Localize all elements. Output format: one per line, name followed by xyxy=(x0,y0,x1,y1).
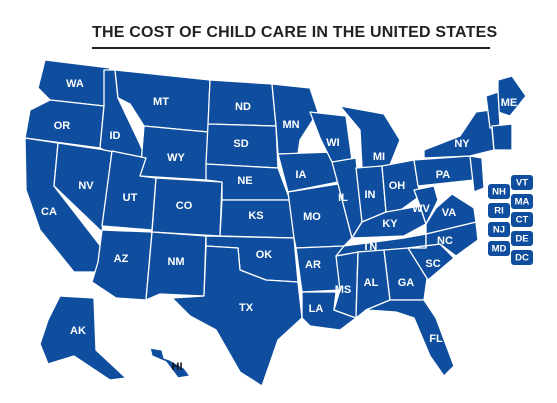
state-fl[interactable] xyxy=(365,299,455,377)
badge-vt[interactable]: VT xyxy=(511,175,533,190)
state-az[interactable] xyxy=(91,229,153,301)
badge-de[interactable]: DE xyxy=(511,231,533,246)
badge-ma-label: MA xyxy=(515,197,530,208)
state-la[interactable] xyxy=(301,291,357,331)
badge-ct-label: CT xyxy=(516,215,529,226)
state-co[interactable] xyxy=(151,177,223,237)
state-me[interactable] xyxy=(497,75,527,117)
state-wv[interactable] xyxy=(413,185,439,225)
map-title: THE COST OF CHILD CARE IN THE UNITED STA… xyxy=(92,24,498,41)
state-ny[interactable] xyxy=(423,109,495,159)
state-mn[interactable] xyxy=(271,83,319,155)
state-wa[interactable] xyxy=(37,59,111,107)
badge-vt-label: VT xyxy=(516,178,528,189)
state-ar[interactable] xyxy=(295,245,345,293)
badge-nj[interactable]: NJ xyxy=(488,222,510,237)
badge-md-label: MD xyxy=(492,244,507,255)
badge-nh-label: NH xyxy=(492,187,506,198)
badge-dc-label: DC xyxy=(515,253,529,264)
badge-nj-label: NJ xyxy=(493,225,505,236)
badge-ri-label: RI xyxy=(494,206,504,217)
state-oh[interactable] xyxy=(381,159,421,213)
badge-ct[interactable]: CT xyxy=(511,212,533,227)
badge-dc[interactable]: DC xyxy=(511,250,533,265)
state-or[interactable] xyxy=(24,99,105,149)
badge-de-label: DE xyxy=(515,234,528,245)
small-state-badges: NH VT MA RI CT NJ DE MD xyxy=(488,175,533,265)
badge-ri[interactable]: RI xyxy=(488,203,510,218)
badge-md[interactable]: MD xyxy=(488,241,510,256)
badge-ma[interactable]: MA xyxy=(511,194,533,209)
state-hi[interactable] xyxy=(149,347,191,379)
title-underline xyxy=(92,47,490,49)
state-shapes xyxy=(24,59,527,387)
state-ma-ct-ri[interactable] xyxy=(491,123,513,151)
state-tx[interactable] xyxy=(171,245,303,387)
state-wy[interactable] xyxy=(139,125,209,181)
badge-nh[interactable]: NH xyxy=(488,184,510,199)
state-nc[interactable] xyxy=(407,221,479,257)
state-ak[interactable] xyxy=(39,295,127,381)
state-nm[interactable] xyxy=(145,231,207,301)
state-sd[interactable] xyxy=(205,123,279,169)
state-va[interactable] xyxy=(425,193,477,235)
state-ks[interactable] xyxy=(219,199,295,239)
state-nj-de-md[interactable] xyxy=(469,155,485,193)
state-pa[interactable] xyxy=(413,155,475,187)
state-nd[interactable] xyxy=(207,79,277,127)
